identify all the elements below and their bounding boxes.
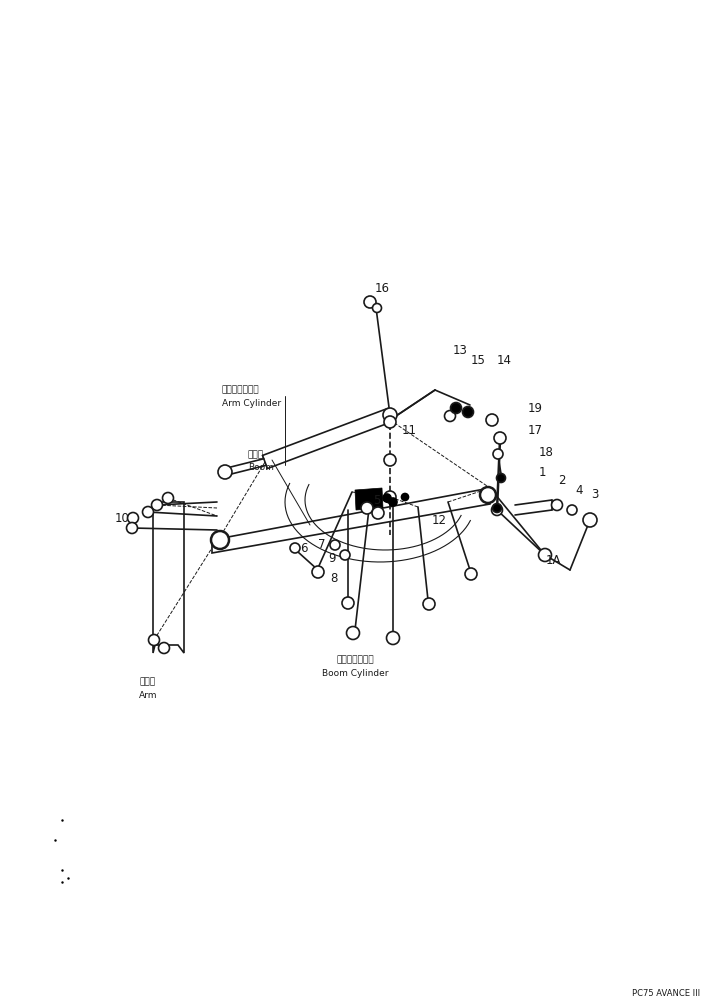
Text: 5: 5 [373,494,381,506]
Circle shape [463,406,473,417]
Circle shape [342,597,354,609]
Text: アーム: アーム [140,677,156,686]
Text: 18: 18 [539,446,554,459]
Text: アームシリンダ: アームシリンダ [222,385,260,394]
Circle shape [384,416,396,428]
Text: ブームシリンダ: ブームシリンダ [336,655,374,664]
Text: 10: 10 [115,511,130,524]
Circle shape [330,540,340,550]
Text: Boom: Boom [248,464,274,473]
Circle shape [445,410,456,421]
Text: 14: 14 [497,354,512,367]
Circle shape [361,502,373,514]
Circle shape [290,543,300,553]
Circle shape [218,465,232,479]
Text: PC75 AVANCE III: PC75 AVANCE III [632,989,700,998]
Circle shape [567,505,577,515]
Circle shape [389,498,397,506]
Text: 12: 12 [432,513,447,526]
Circle shape [383,408,397,422]
Text: 11: 11 [402,423,417,436]
Polygon shape [355,488,383,510]
Circle shape [583,513,597,527]
Text: 13: 13 [453,344,468,357]
Text: 19: 19 [528,401,543,414]
Polygon shape [153,502,184,653]
Circle shape [401,494,408,501]
Circle shape [151,500,163,510]
Text: 3: 3 [591,489,598,502]
Circle shape [465,568,477,580]
Circle shape [149,634,159,645]
Circle shape [163,493,174,504]
Circle shape [143,506,154,517]
Circle shape [494,432,506,444]
Text: 15: 15 [471,354,486,367]
Text: 6: 6 [300,541,308,554]
Polygon shape [212,488,490,553]
Text: 9: 9 [328,551,336,564]
Text: Boom Cylinder: Boom Cylinder [322,668,388,677]
Circle shape [312,566,324,578]
Text: 8: 8 [330,572,338,585]
Circle shape [551,500,563,510]
Circle shape [159,642,169,653]
Circle shape [340,550,350,560]
Circle shape [496,474,506,483]
Circle shape [128,512,139,523]
Circle shape [493,449,503,459]
Circle shape [364,296,376,308]
Text: 4: 4 [575,484,583,497]
Text: Arm Cylinder: Arm Cylinder [222,398,281,407]
Circle shape [211,531,229,549]
Circle shape [373,303,381,312]
Circle shape [372,507,384,519]
Text: 17: 17 [528,423,543,436]
Circle shape [451,402,461,413]
Text: 1A: 1A [546,553,561,566]
Text: Arm: Arm [139,690,157,700]
Circle shape [491,504,503,515]
Circle shape [423,598,435,610]
Circle shape [384,491,396,503]
Circle shape [480,487,496,503]
Text: 16: 16 [375,281,390,294]
Text: 1: 1 [539,466,546,479]
Circle shape [486,414,498,426]
Text: ブーム: ブーム [248,451,264,460]
Circle shape [538,548,551,561]
Circle shape [493,504,501,512]
Circle shape [126,522,138,533]
Text: 7: 7 [318,538,326,551]
Circle shape [386,631,400,644]
Text: 2: 2 [558,474,565,487]
Circle shape [383,494,391,502]
Circle shape [346,627,360,639]
Circle shape [384,454,396,466]
